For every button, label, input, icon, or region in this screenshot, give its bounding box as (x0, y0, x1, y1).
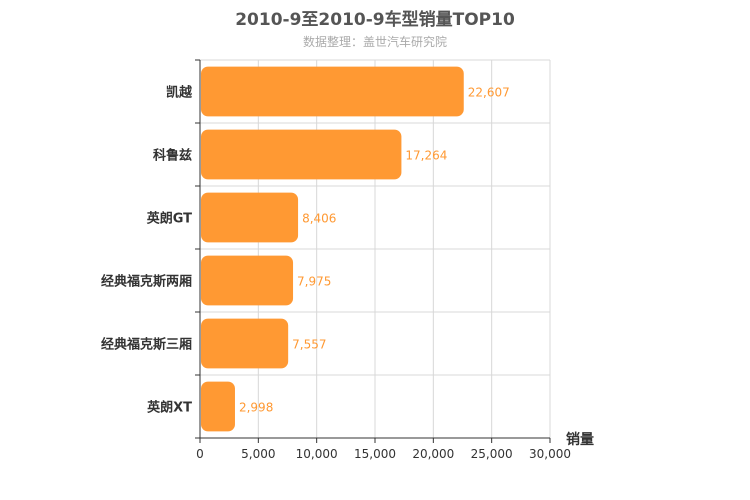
data-label: 8,406 (302, 212, 336, 226)
x-tick-label: 25,000 (471, 447, 513, 461)
labels: 22,607 凯越 17,264 科鲁兹 8,406 英朗GT 7,975 经典福克斯两厢 7,… (101, 85, 571, 462)
category-label: 英朗GT (146, 211, 192, 227)
x-tick-label: 5,000 (241, 447, 275, 461)
x-tick-label: 10,000 (296, 447, 338, 461)
x-tick-label: 15,000 (354, 447, 396, 461)
axes (195, 59, 551, 443)
bar (201, 318, 289, 369)
x-axis-title: 销量 (566, 431, 594, 448)
bar (201, 66, 464, 117)
category-label: 英朗XT (146, 400, 192, 416)
data-label: 2,998 (239, 401, 273, 415)
data-label: 7,557 (292, 338, 326, 352)
data-label: 17,264 (405, 149, 447, 163)
category-label: 经典福克斯三厢 (101, 337, 192, 353)
chart-title: 2010-9至2010-9车型销量TOP10 (235, 10, 515, 30)
bar (201, 192, 299, 243)
x-tick-label: 30,000 (529, 447, 571, 461)
chart-subtitle: 数据整理：盖世汽车研究院 (302, 35, 447, 49)
bar (201, 129, 402, 180)
bar (201, 381, 235, 432)
category-label: 凯越 (166, 85, 193, 101)
category-label: 科鲁兹 (153, 148, 192, 164)
category-label: 经典福克斯两厢 (101, 274, 192, 290)
data-label: 7,975 (297, 275, 331, 289)
grid-lines (200, 59, 551, 439)
data-label: 22,607 (468, 86, 510, 100)
x-tick-label: 20,000 (412, 447, 454, 461)
x-tick-label: 0 (196, 447, 204, 461)
bar-series (201, 66, 464, 432)
bar (201, 255, 294, 306)
